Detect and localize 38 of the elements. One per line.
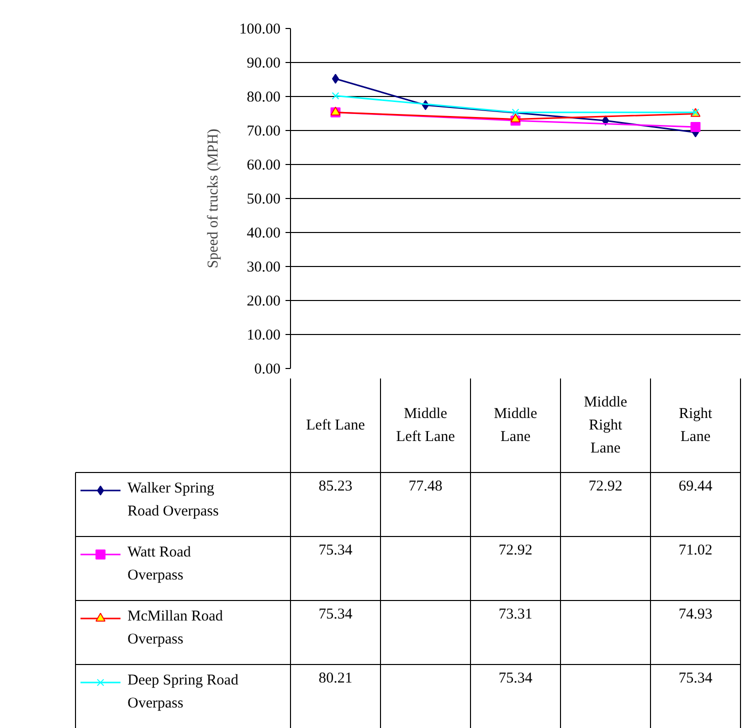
y-tick-label: 0.00 — [254, 362, 280, 378]
x-tick-label: Middle Lane — [494, 406, 538, 446]
x-tick-label: Middle Right Lane — [584, 394, 628, 457]
x-tick-label: Middle Left Lane — [396, 406, 456, 446]
data-label: 74.93 — [678, 606, 712, 622]
y-tick-label: 80.00 — [246, 90, 280, 106]
data-label: 77.48 — [408, 478, 442, 494]
y-tick-label: 90.00 — [246, 56, 280, 72]
data-label: 73.31 — [498, 606, 532, 622]
y-tick-label: 50.00 — [246, 192, 280, 208]
point — [512, 108, 520, 116]
y-tick-label: 40.00 — [246, 226, 280, 242]
x-tick-label: Left Lane — [306, 418, 366, 434]
legend-label: Watt Road Overpass — [128, 544, 192, 584]
data-label: 75.34 — [498, 670, 533, 686]
legend-label: Deep Spring Road Overpass — [128, 672, 239, 712]
data-label: 72.92 — [588, 478, 622, 494]
data-label: 75.34 — [678, 670, 713, 686]
legend-label: Walker Spring Road Overpass — [128, 480, 219, 520]
data-label: 75.34 — [318, 606, 353, 622]
y-tick-label: 10.00 — [246, 328, 280, 344]
data-label: 85.23 — [318, 478, 352, 494]
data-label: 75.34 — [318, 542, 353, 558]
y-tick-label: 60.00 — [246, 158, 280, 174]
point — [510, 114, 520, 122]
data-label: 80.21 — [318, 670, 352, 686]
data-label: 71.02 — [678, 542, 712, 558]
legend-label: McMillan Road Overpass — [128, 608, 224, 648]
data-label: 72.92 — [498, 542, 532, 558]
y-tick-label: 70.00 — [246, 124, 280, 140]
y-tick-label: 20.00 — [246, 294, 280, 310]
y-axis-title: Speed of trucks (MPH) — [205, 128, 222, 268]
y-tick-label: 100.00 — [239, 22, 280, 38]
point — [690, 122, 700, 132]
point — [332, 92, 340, 100]
data-label: 69.44 — [678, 478, 713, 494]
x-tick-label: Right Lane — [678, 406, 713, 446]
y-tick-label: 30.00 — [246, 260, 280, 276]
